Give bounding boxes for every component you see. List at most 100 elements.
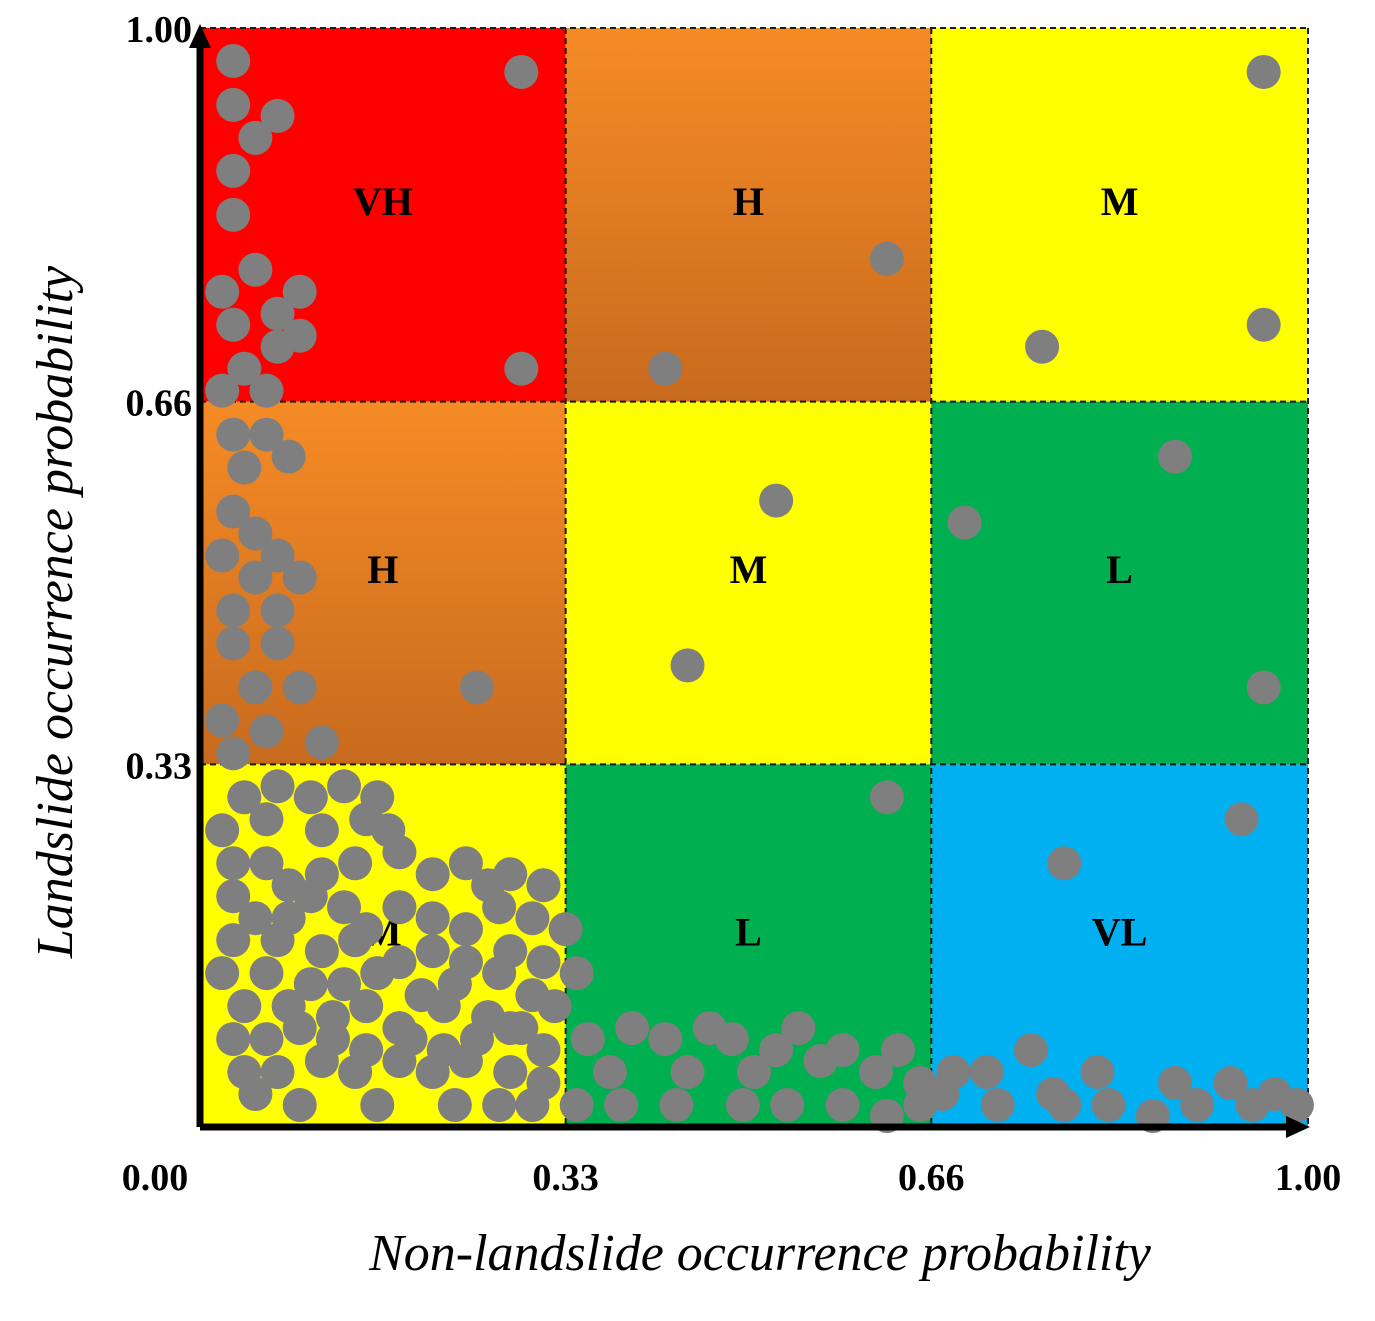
data-point-77 <box>415 901 450 936</box>
data-point-132 <box>437 1088 472 1123</box>
data-point-112 <box>282 1011 317 1046</box>
data-point-154 <box>725 1088 760 1123</box>
data-point-36 <box>260 626 295 661</box>
data-point-119 <box>526 1033 561 1068</box>
y-tick-label: 0.66 <box>126 383 193 425</box>
data-point-127 <box>493 1055 528 1090</box>
data-point-159 <box>1047 846 1082 881</box>
data-point-54 <box>205 813 240 848</box>
data-point-7 <box>205 274 240 309</box>
data-point-6 <box>238 252 273 287</box>
data-point-5 <box>216 197 251 232</box>
data-point-104 <box>349 989 384 1024</box>
data-point-60 <box>249 846 284 881</box>
data-point-172 <box>1047 1088 1082 1123</box>
zone-label-m: M <box>730 547 768 592</box>
data-point-140 <box>670 1055 705 1090</box>
data-point-73 <box>293 879 328 914</box>
tick-labels: 0.00 0.33 0.66 1.00 0.33 0.66 1.00 <box>122 9 1342 1199</box>
data-point-31 <box>238 560 273 595</box>
data-point-14 <box>205 373 240 408</box>
data-point-165 <box>1080 1055 1115 1090</box>
data-point-17 <box>504 351 539 386</box>
data-point-32 <box>282 560 317 595</box>
data-point-143 <box>737 1055 771 1090</box>
data-point-145 <box>781 1011 816 1046</box>
data-point-100 <box>559 956 594 991</box>
data-point-28 <box>238 516 273 551</box>
zone-l-5 <box>931 401 1308 765</box>
data-point-173 <box>1091 1088 1126 1123</box>
data-point-160 <box>1224 802 1259 837</box>
data-point-152 <box>604 1088 639 1123</box>
data-point-126 <box>448 1044 483 1079</box>
data-point-137 <box>592 1055 627 1090</box>
x-tick-label: 0.66 <box>898 1157 965 1199</box>
data-point-131 <box>360 1088 395 1123</box>
data-point-85 <box>338 923 373 958</box>
data-point-153 <box>659 1088 694 1123</box>
zone-label-m: M <box>1101 179 1139 224</box>
data-point-80 <box>515 901 550 936</box>
data-point-90 <box>526 945 561 980</box>
data-point-98 <box>482 956 517 991</box>
zone-label-h: H <box>733 179 764 224</box>
data-point-163 <box>1014 1033 1048 1068</box>
data-point-12 <box>260 329 295 364</box>
data-point-121 <box>260 1055 295 1090</box>
data-point-29 <box>205 538 240 573</box>
x-axis-label: Non-landslide occurrence probability <box>368 1225 1152 1282</box>
data-point-52 <box>327 769 362 804</box>
data-point-134 <box>515 1088 550 1123</box>
axes <box>189 24 1310 1138</box>
y-tick-label: 1.00 <box>126 9 193 51</box>
zone-label-l: L <box>735 910 762 955</box>
data-point-124 <box>382 1044 417 1079</box>
data-point-16 <box>504 54 539 89</box>
data-point-129 <box>238 1077 273 1112</box>
data-point-138 <box>615 1011 650 1046</box>
data-point-71 <box>238 901 273 936</box>
data-point-109 <box>537 989 572 1024</box>
data-points <box>205 43 1314 1134</box>
data-point-64 <box>382 835 417 870</box>
x-tick-label: 1.00 <box>1275 1157 1342 1199</box>
data-point-175 <box>1180 1088 1215 1123</box>
data-point-151 <box>559 1088 594 1123</box>
data-point-42 <box>216 736 251 771</box>
zone-m-2 <box>931 28 1308 402</box>
data-point-65 <box>415 857 450 892</box>
data-point-68 <box>493 857 528 892</box>
data-point-171 <box>980 1088 1015 1123</box>
data-point-34 <box>260 593 295 628</box>
y-axis-label: Landslide occurrence probability <box>27 265 84 959</box>
data-point-106 <box>426 989 461 1024</box>
data-point-13 <box>227 351 262 386</box>
data-point-176 <box>1235 1088 1270 1123</box>
data-point-45 <box>670 648 705 683</box>
data-point-70 <box>216 879 251 914</box>
x-axis-arrow <box>1286 1116 1310 1138</box>
data-point-56 <box>304 813 339 848</box>
zone-label-vh: VH <box>353 179 413 224</box>
data-point-15 <box>249 373 284 408</box>
data-point-4 <box>216 153 251 188</box>
data-point-110 <box>216 1022 251 1057</box>
data-point-44 <box>759 483 794 518</box>
data-point-39 <box>205 703 240 738</box>
data-point-125 <box>415 1055 450 1090</box>
data-point-156 <box>825 1088 860 1123</box>
data-point-135 <box>869 780 904 815</box>
data-point-9 <box>260 296 295 331</box>
data-point-170 <box>925 1077 960 1112</box>
data-point-78 <box>448 912 483 947</box>
x-tick-label: 0.00 <box>122 1157 189 1199</box>
data-point-30 <box>260 538 295 573</box>
zone-label-vl: VL <box>1092 910 1148 955</box>
data-point-162 <box>969 1055 1004 1090</box>
data-point-91 <box>205 956 240 991</box>
data-point-37 <box>238 670 273 705</box>
data-point-139 <box>648 1022 683 1057</box>
data-point-166 <box>1158 1066 1193 1101</box>
